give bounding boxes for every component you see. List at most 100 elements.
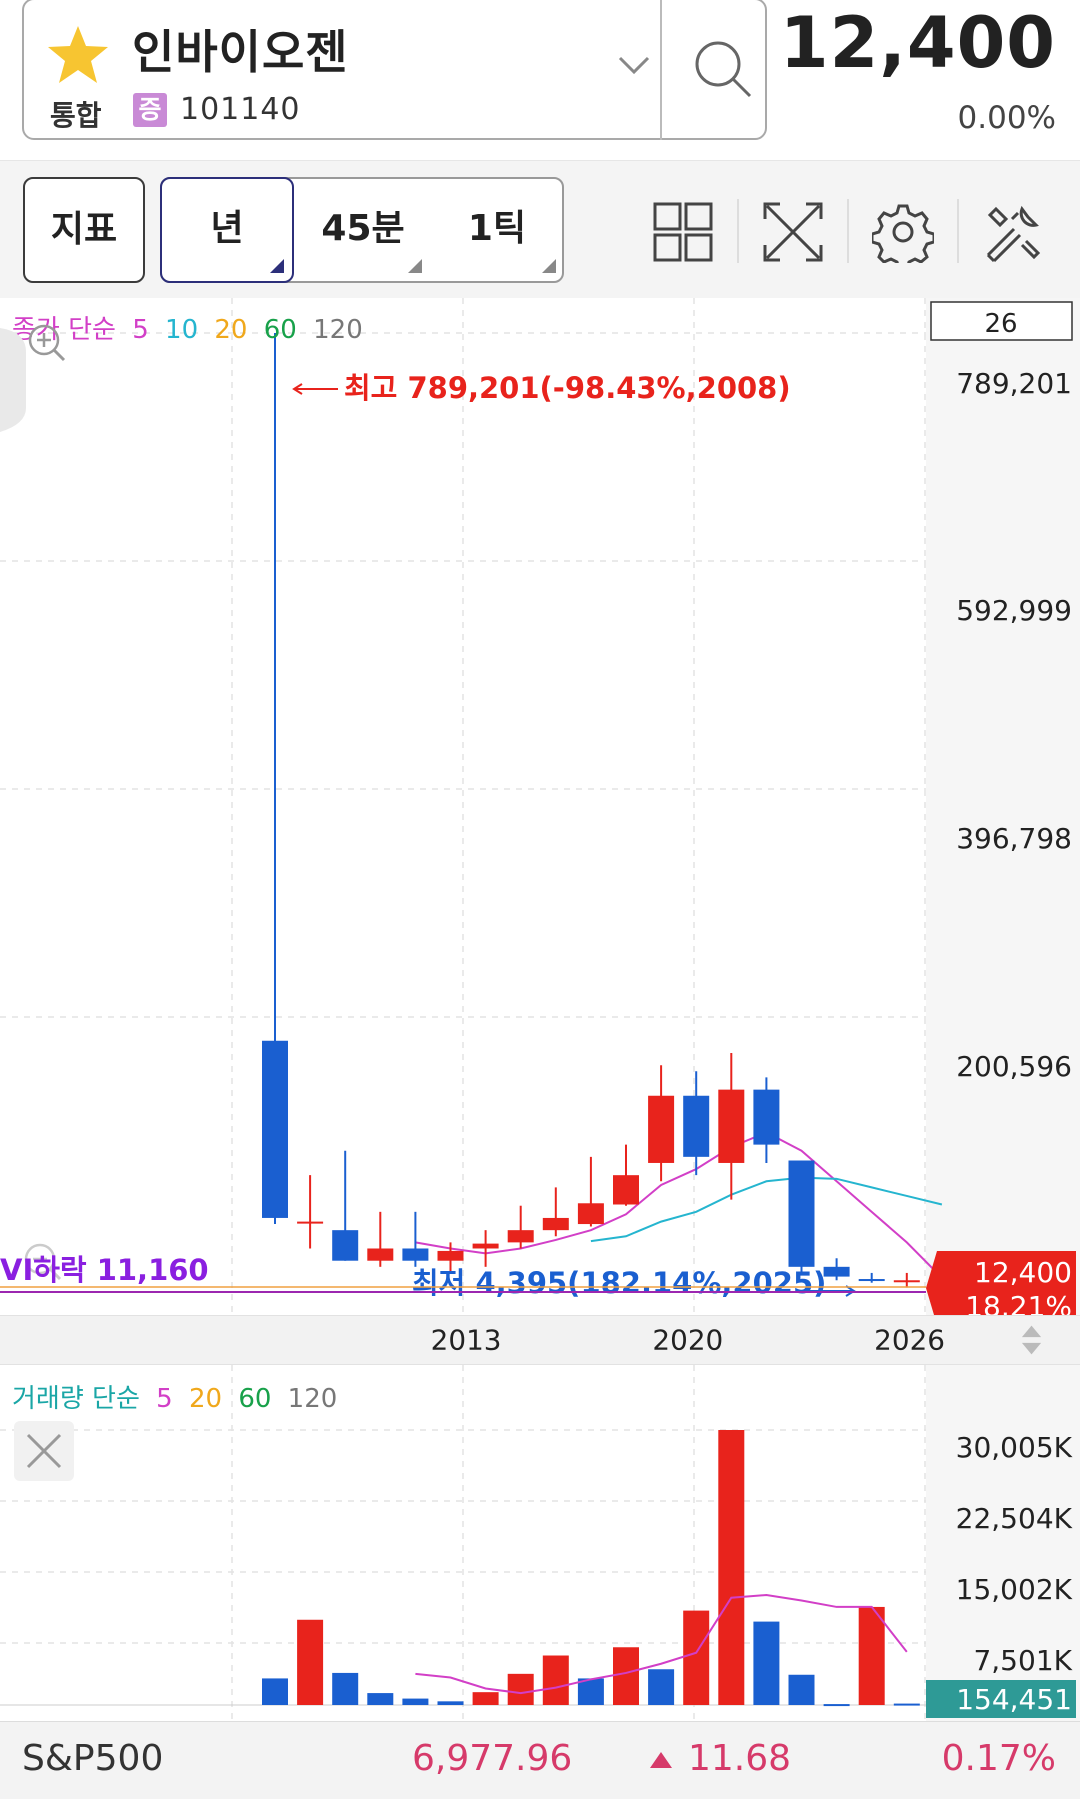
grid-layout-icon[interactable] xyxy=(652,201,714,263)
price-change-rate: 0.00% xyxy=(958,100,1056,136)
stock-header: 인바이오젠 통합 증 101140 12,400 0.00% xyxy=(0,0,1080,160)
candle-up xyxy=(718,1090,744,1163)
favorite-star-icon[interactable] xyxy=(46,22,110,86)
volume-legend-120: 120 xyxy=(288,1384,338,1414)
candle-down xyxy=(332,1230,358,1261)
corner-triangle-icon xyxy=(542,259,556,273)
toolbar-divider xyxy=(847,199,849,263)
vi-label: VI하락 11,160 xyxy=(0,1253,209,1287)
chart-toolbar: 지표 년 45분 1틱 xyxy=(0,160,1080,298)
candle-down xyxy=(789,1161,815,1267)
ma-legend-10: 10 xyxy=(165,315,198,345)
indicator-button[interactable]: 지표 xyxy=(23,177,145,283)
volume-y-tick-label: 15,002K xyxy=(956,1573,1073,1606)
period-year-tab[interactable]: 년 xyxy=(160,177,294,283)
volume-legend: 거래량 단순 5 20 60 120 xyxy=(12,1384,337,1414)
x-tick-label: 2026 xyxy=(874,1324,945,1357)
volume-legend-20: 20 xyxy=(189,1384,222,1414)
volume-bar xyxy=(894,1704,920,1706)
tools-icon[interactable] xyxy=(982,201,1044,263)
candle-up xyxy=(613,1175,639,1204)
volume-bar xyxy=(753,1622,779,1705)
fullscreen-icon[interactable] xyxy=(762,201,824,263)
corner-triangle-icon xyxy=(408,259,422,273)
volume-bar xyxy=(438,1701,464,1705)
volume-bar xyxy=(543,1656,569,1705)
volume-bar xyxy=(332,1673,358,1705)
volume-bar xyxy=(473,1692,499,1705)
index-name: S&P500 xyxy=(22,1738,163,1779)
candle-up xyxy=(648,1096,674,1163)
search-divider xyxy=(660,0,662,140)
volume-bar xyxy=(297,1620,323,1705)
candle-down xyxy=(859,1279,885,1281)
volume-y-tick-label: 7,501K xyxy=(973,1644,1072,1677)
stock-code: 101140 xyxy=(180,92,301,127)
candle-up xyxy=(297,1222,323,1224)
candle-up xyxy=(578,1203,604,1224)
x-tick-label: 2020 xyxy=(652,1324,723,1357)
volume-y-tick-label: 30,005K xyxy=(956,1431,1073,1464)
period-45min-label: 45분 xyxy=(321,208,404,249)
chevron-down-icon[interactable] xyxy=(604,40,664,90)
candle-down xyxy=(683,1096,709,1157)
period-45min-tab[interactable]: 45분 xyxy=(296,179,430,281)
candle-up xyxy=(367,1248,393,1260)
search-icon[interactable] xyxy=(684,30,764,110)
stock-name[interactable]: 인바이오젠 xyxy=(132,16,349,82)
candle-up xyxy=(543,1218,569,1230)
price-tag-value: 12,400 xyxy=(974,1256,1072,1289)
high-label: 최고 789,201(-98.43%,2008) xyxy=(344,371,791,405)
toolbar-divider xyxy=(737,199,739,263)
y-tick-label: 592,999 xyxy=(956,594,1072,627)
current-price-tag: 12,400 18.21% xyxy=(926,1251,1076,1315)
y-tick-label: 200,596 xyxy=(956,1050,1072,1083)
close-icon[interactable] xyxy=(14,1421,74,1481)
low-label: 최저 4,395(182.14%,2025) xyxy=(412,1266,826,1300)
volume-legend-60: 60 xyxy=(238,1384,271,1414)
volume-last-value: 154,451 xyxy=(956,1683,1072,1716)
candle-down xyxy=(262,1041,288,1218)
stock-search-box[interactable]: 인바이오젠 통합 증 101140 xyxy=(22,0,767,140)
y-tick-label: 396,798 xyxy=(956,822,1072,855)
count-box-value: 26 xyxy=(984,309,1017,339)
volume-bar xyxy=(508,1674,534,1705)
period-1tick-tab[interactable]: 1틱 xyxy=(430,179,564,281)
candle-down xyxy=(402,1248,428,1260)
index-ticker-bar[interactable]: S&P500 6,977.96 11.68 0.17% xyxy=(0,1721,1080,1799)
settings-gear-icon[interactable] xyxy=(872,201,934,263)
candle-up xyxy=(438,1251,464,1261)
x-axis-strip[interactable]: 2013 2020 2026 xyxy=(0,1315,1080,1365)
candle-down xyxy=(824,1267,850,1277)
volume-bar xyxy=(367,1693,393,1705)
volume-chart[interactable]: 거래량 단순 5 20 60 120 30,005K 22,504K 15,00… xyxy=(0,1365,1080,1721)
candle-up xyxy=(473,1244,499,1249)
period-1tick-label: 1틱 xyxy=(468,208,526,249)
scroll-arrows-icon[interactable] xyxy=(1022,1326,1041,1355)
price-chart[interactable]: 종가 단순 5 10 20 60 120 26 789,201 592,999 … xyxy=(0,298,1080,1315)
index-value: 6,977.96 xyxy=(412,1738,572,1779)
y-tick-label: 789,201 xyxy=(956,367,1072,400)
ma-legend-prefix: 종가 단순 xyxy=(12,315,116,345)
period-selector: 년 45분 1틱 xyxy=(160,177,564,283)
volume-bar xyxy=(789,1675,815,1705)
x-tick-label: 2013 xyxy=(431,1324,502,1357)
side-panel-handle[interactable] xyxy=(0,328,26,432)
market-label: 통합 xyxy=(50,94,102,134)
current-price: 12,400 xyxy=(780,2,1056,84)
candle-down xyxy=(753,1090,779,1145)
volume-bar xyxy=(262,1678,288,1705)
period-year-label: 년 xyxy=(210,208,243,249)
price-tag-pct: 18.21% xyxy=(965,1290,1072,1315)
index-change-pct: 0.17% xyxy=(942,1738,1056,1779)
volume-bar xyxy=(648,1669,674,1705)
price-axis-panel xyxy=(926,298,1080,1315)
volume-bar xyxy=(718,1430,744,1705)
ma-legend-5: 5 xyxy=(132,315,149,345)
corner-triangle-icon xyxy=(270,259,284,273)
certificate-badge: 증 xyxy=(133,93,167,127)
candle-up xyxy=(894,1280,920,1282)
volume-bar xyxy=(402,1699,428,1705)
volume-bar xyxy=(683,1611,709,1705)
index-change: 11.68 xyxy=(688,1738,791,1779)
